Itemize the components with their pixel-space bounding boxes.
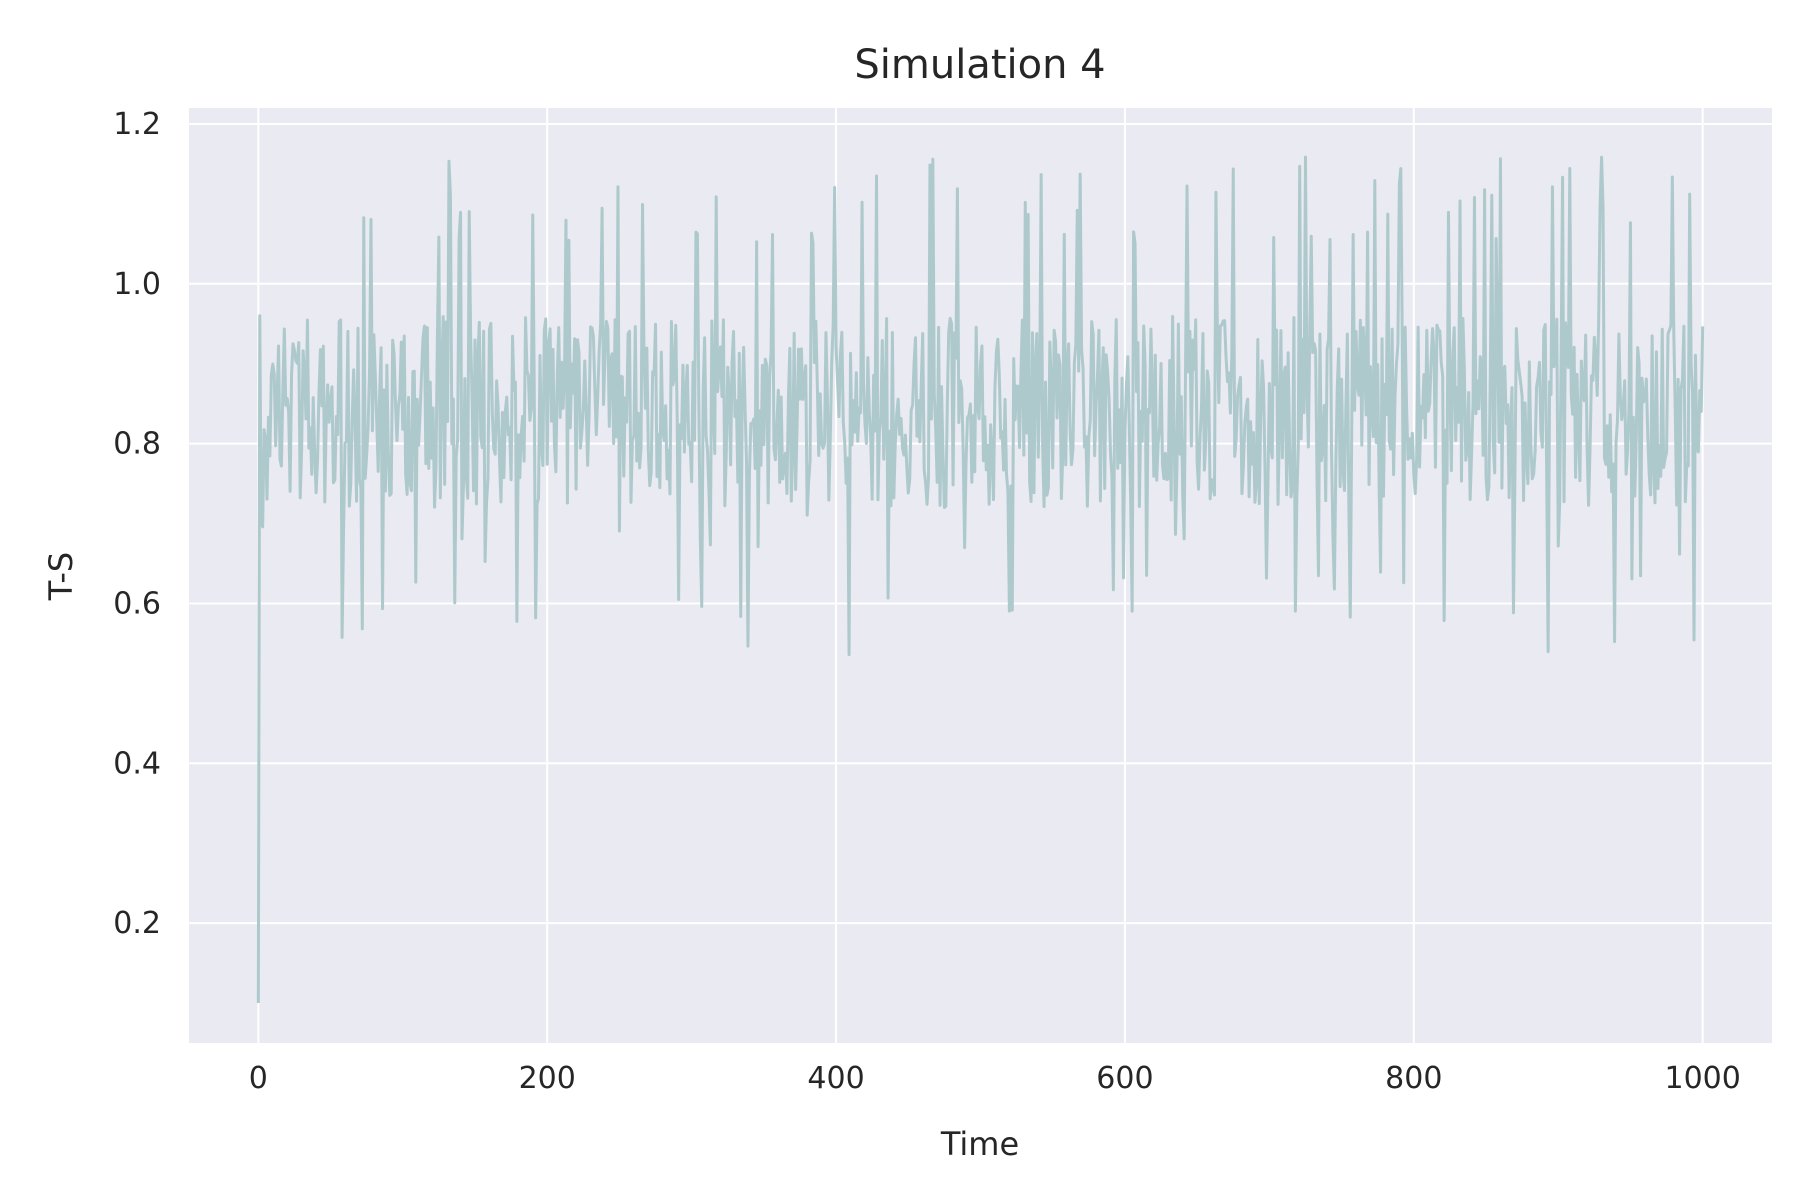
series-layer <box>256 155 1705 1004</box>
x-tick-label: 400 <box>807 1061 864 1096</box>
x-tick-label: 200 <box>519 1061 576 1096</box>
x-tick-label: 800 <box>1385 1061 1442 1096</box>
tick-layer: 0 200 400 600 800 1000 0.2 0.4 0.6 0.8 1.0 1.2 <box>113 107 1741 1096</box>
chart-title: Simulation 4 <box>854 42 1105 88</box>
y-tick-label: 0.2 <box>113 906 161 941</box>
x-tick-label: 1000 <box>1664 1061 1740 1096</box>
x-tick-label: 0 <box>249 1061 268 1096</box>
x-tick-label: 600 <box>1096 1061 1153 1096</box>
y-tick-label: 1.2 <box>113 107 161 142</box>
y-axis-title: T-S <box>42 552 80 601</box>
y-tick-label: 0.8 <box>113 427 161 462</box>
plot-area <box>189 108 1772 1043</box>
series-line <box>256 155 1705 1004</box>
y-tick-label: 0.4 <box>113 746 161 781</box>
x-axis-title: Time <box>940 1125 1019 1163</box>
y-tick-label: 1.0 <box>113 267 161 302</box>
y-tick-label: 0.6 <box>113 586 161 621</box>
